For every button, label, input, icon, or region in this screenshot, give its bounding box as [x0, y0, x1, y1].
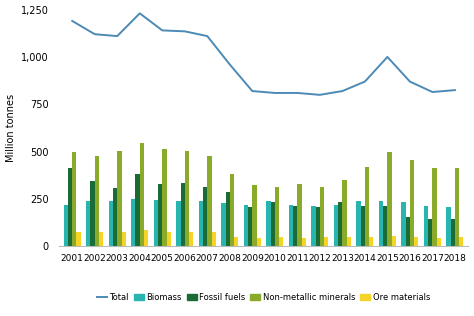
Bar — [410, 160, 414, 246]
Bar — [369, 237, 374, 246]
Bar — [158, 184, 162, 246]
Bar — [199, 201, 203, 246]
Bar — [234, 237, 238, 246]
Bar — [324, 237, 328, 246]
Bar — [401, 202, 406, 246]
Bar — [68, 168, 72, 246]
Bar — [459, 237, 464, 246]
Bar — [266, 201, 271, 246]
Bar — [91, 181, 95, 246]
Bar — [109, 201, 113, 246]
Bar — [144, 230, 148, 246]
Bar — [256, 238, 261, 246]
Bar — [113, 188, 117, 246]
Bar — [271, 202, 275, 246]
Bar — [387, 152, 392, 246]
Bar — [86, 201, 91, 246]
Bar — [117, 151, 121, 246]
Bar — [342, 180, 346, 246]
Bar — [451, 219, 455, 246]
Bar — [248, 207, 252, 246]
Bar — [379, 201, 383, 246]
Bar — [455, 168, 459, 246]
Y-axis label: Million tonnes: Million tonnes — [6, 94, 16, 162]
Bar — [121, 232, 126, 246]
Bar — [154, 200, 158, 246]
Legend: Total, Biomass, Fossil fuels, Non-metallic minerals, Ore materials: Total, Biomass, Fossil fuels, Non-metall… — [97, 293, 430, 302]
Bar — [346, 237, 351, 246]
Bar — [447, 207, 451, 246]
Bar — [383, 206, 387, 246]
Bar — [432, 168, 437, 246]
Bar — [428, 219, 432, 246]
Bar — [76, 232, 81, 246]
Bar — [244, 205, 248, 246]
Bar — [414, 237, 419, 246]
Bar — [166, 232, 171, 246]
Bar — [356, 201, 361, 246]
Bar — [72, 152, 76, 246]
Bar — [279, 237, 283, 246]
Bar — [437, 238, 441, 246]
Bar — [203, 187, 207, 246]
Bar — [95, 156, 99, 246]
Bar — [320, 187, 324, 246]
Bar — [185, 151, 189, 246]
Bar — [365, 167, 369, 246]
Bar — [226, 192, 230, 246]
Bar — [181, 183, 185, 246]
Bar — [297, 184, 301, 246]
Bar — [338, 202, 342, 246]
Bar — [162, 149, 166, 246]
Bar — [289, 205, 293, 246]
Bar — [99, 232, 103, 246]
Bar — [316, 207, 320, 246]
Bar — [230, 173, 234, 246]
Bar — [293, 206, 297, 246]
Bar — [361, 206, 365, 246]
Bar — [207, 155, 211, 246]
Bar — [392, 236, 396, 246]
Bar — [406, 217, 410, 246]
Bar — [64, 205, 68, 246]
Bar — [275, 187, 279, 246]
Bar — [334, 205, 338, 246]
Bar — [140, 143, 144, 246]
Bar — [136, 173, 140, 246]
Bar — [221, 203, 226, 246]
Bar — [252, 185, 256, 246]
Bar — [424, 206, 428, 246]
Bar — [176, 201, 181, 246]
Bar — [131, 199, 136, 246]
Bar — [189, 232, 193, 246]
Bar — [311, 206, 316, 246]
Bar — [301, 238, 306, 246]
Bar — [211, 232, 216, 246]
